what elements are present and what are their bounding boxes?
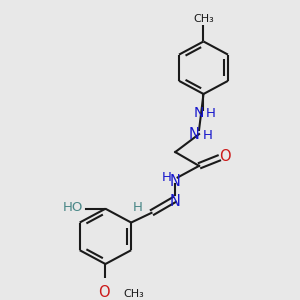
Text: H: H — [162, 171, 172, 184]
Text: N: N — [170, 174, 181, 189]
Text: N: N — [188, 127, 199, 142]
Text: N: N — [170, 194, 181, 209]
Text: HO: HO — [63, 201, 83, 214]
Text: H: H — [206, 107, 216, 120]
Text: O: O — [219, 149, 231, 164]
Text: N: N — [194, 106, 204, 120]
Text: CH₃: CH₃ — [193, 14, 214, 23]
Text: H: H — [203, 129, 213, 142]
Text: CH₃: CH₃ — [123, 290, 144, 299]
Text: O: O — [98, 285, 110, 300]
Text: H: H — [133, 201, 143, 214]
